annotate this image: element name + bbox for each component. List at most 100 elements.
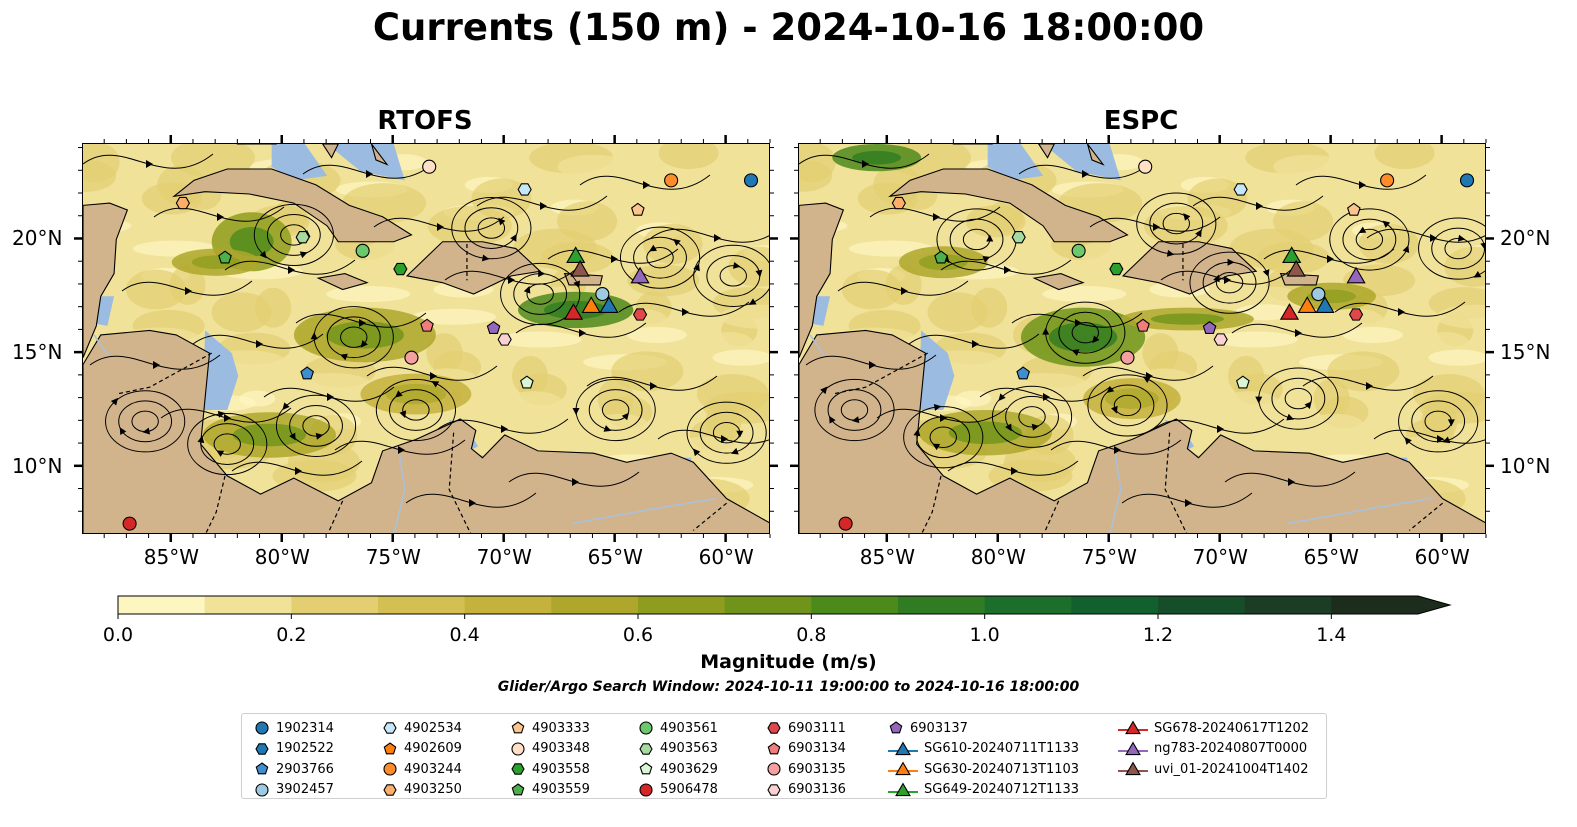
shallow-water [918, 330, 955, 410]
platform-marker-4903629 [520, 375, 534, 389]
legend-label: 6903111 [788, 720, 846, 736]
legend-pentagon-icon [383, 741, 397, 754]
map-panel-rtofs[interactable] [82, 143, 770, 534]
platform-legend: 1902314 1902522 2903766 3902457 4902534 49026… [241, 713, 1327, 799]
legend-circle-icon [255, 782, 269, 797]
platform-marker-SG630-20240713T1103 [581, 296, 601, 313]
legend-item: 1902314 [254, 718, 334, 738]
colorbar-label: Magnitude (m/s) [700, 651, 877, 673]
legend-item: SG610-20240711T1133 [888, 739, 1079, 759]
platform-markers [122, 159, 759, 531]
lat-tick-label: 10°N [12, 453, 63, 478]
platform-marker-6903135 [404, 350, 419, 365]
legend-hexagon-icon [511, 763, 525, 775]
legend-triangle-icon [888, 761, 918, 776]
colorbar-level [464, 596, 552, 614]
land [799, 202, 845, 358]
colorbar-tick-label: 0.4 [449, 624, 480, 646]
legend-triangle-icon [888, 740, 918, 755]
lon-tick-label: 85°W [859, 545, 915, 569]
country-border [692, 502, 727, 531]
land [316, 273, 369, 291]
legend-item: 4903250 [382, 780, 462, 800]
legend-item: 3902457 [254, 780, 334, 800]
colorbar-level [378, 596, 466, 614]
shallow-water [327, 144, 405, 181]
legend-label: 4902609 [404, 741, 462, 756]
platform-markers [838, 159, 1475, 531]
platform-marker-2903766 [300, 366, 314, 380]
legend-item: 4903558 [510, 759, 590, 779]
platform-marker-4903244 [1380, 173, 1395, 188]
shallow-water [271, 144, 328, 181]
land [799, 329, 1485, 533]
platform-marker-4903559 [934, 250, 948, 264]
platform-marker-6903134 [1136, 318, 1150, 332]
lon-tick-label: 60°W [698, 545, 754, 569]
platform-marker-6903111 [1348, 308, 1364, 321]
colorbar-tick-label: 1.0 [969, 624, 1000, 646]
platform-marker-4903333 [1347, 202, 1361, 216]
legend-label: 4903629 [660, 761, 718, 777]
platform-marker-4903561 [355, 243, 370, 258]
colorbar-level [1331, 596, 1419, 614]
legend-circle-icon [511, 741, 525, 756]
colorbar-level [118, 596, 206, 614]
river [93, 334, 111, 359]
map-panel-espc[interactable] [798, 143, 1486, 534]
legend-item: 2903766 [254, 759, 334, 779]
legend-triangle-icon [888, 781, 918, 796]
platform-marker-4903563 [1011, 231, 1026, 244]
lat-tick-label: 20°N [12, 226, 63, 251]
platform-marker-6903134 [420, 318, 434, 332]
platform-marker-1902314 [743, 173, 759, 188]
colorbar-tick-label: 1.4 [1316, 624, 1347, 646]
platform-marker-3902457 [595, 286, 610, 302]
lon-tick-label: 80°W [254, 545, 310, 569]
legend-pentagon-icon [889, 721, 903, 734]
colorbar-level [898, 596, 986, 614]
platform-marker-5906478 [122, 516, 137, 531]
legend-label: 3902457 [276, 782, 334, 797]
legend-label: 6903135 [788, 761, 846, 777]
platform-marker-4903250 [891, 196, 907, 210]
lat-tick-label: 10°N [1500, 453, 1551, 478]
platform-marker-SG678-20240617T1202 [1279, 303, 1300, 320]
country-border [448, 432, 472, 533]
legend-label: 4903333 [532, 720, 590, 736]
legend-label: 4903563 [660, 741, 718, 756]
shallow-water [987, 144, 1044, 181]
legend-label: 4903250 [404, 782, 462, 797]
river [393, 446, 406, 533]
legend-label: 1902314 [276, 720, 334, 736]
lat-tick-label: 15°N [1500, 340, 1551, 365]
colorbar-tick-label: 0.2 [276, 624, 307, 646]
legend-item: 6903135 [766, 759, 846, 779]
land [1086, 144, 1105, 166]
platform-marker-1902314 [1459, 173, 1475, 188]
platform-marker-4903250 [175, 196, 191, 210]
legend-hexagon-icon [767, 783, 781, 796]
legend-triangle-icon [1118, 740, 1148, 755]
platform-marker-6903137 [1202, 320, 1217, 334]
colorbar-level [638, 596, 726, 614]
legend-label: 4903558 [532, 761, 590, 777]
legend-circle-icon [639, 721, 653, 735]
platform-marker-SG610-20240711T1133 [599, 296, 619, 313]
legend-item: 4903559 [510, 780, 590, 800]
platform-marker-4902534 [1233, 183, 1248, 196]
platform-marker-SG678-20240617T1202 [563, 303, 584, 320]
legend-item: 4902609 [382, 739, 462, 759]
land [1038, 144, 1055, 159]
land [1032, 273, 1085, 291]
platform-marker-4902534 [517, 183, 532, 196]
legend-hexagon-icon [255, 742, 269, 755]
river [809, 334, 827, 359]
platform-marker-4903333 [631, 202, 645, 216]
legend-circle-icon [767, 762, 781, 776]
platform-marker-uvi_01-20241004T1402 [570, 259, 590, 277]
platform-marker-SG649-20240712T1133 [1282, 246, 1302, 263]
legend-label: 1902522 [276, 741, 334, 756]
legend-item: 4903333 [510, 718, 590, 738]
lon-tick-label: 75°W [1081, 545, 1137, 569]
